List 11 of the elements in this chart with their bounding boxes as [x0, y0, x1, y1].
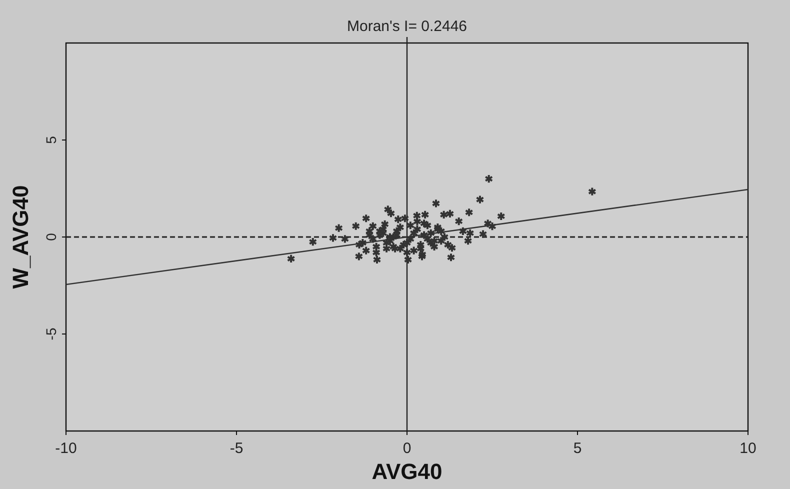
x-axis-title: AVG40	[372, 459, 442, 484]
x-tick-label: -5	[230, 440, 244, 457]
x-tick-label: 0	[402, 440, 412, 457]
y-tick-label: 0	[43, 232, 59, 241]
x-tick-label: -10	[55, 440, 77, 457]
x-tick-label: 10	[740, 440, 756, 457]
y-axis-title: W_AVG40	[8, 185, 33, 289]
chart-title: Moran's I= 0.2446	[346, 18, 468, 35]
y-tick-label: 5	[43, 136, 59, 144]
y-tick-label: -5	[43, 328, 59, 340]
x-tick-label: 5	[573, 440, 582, 457]
